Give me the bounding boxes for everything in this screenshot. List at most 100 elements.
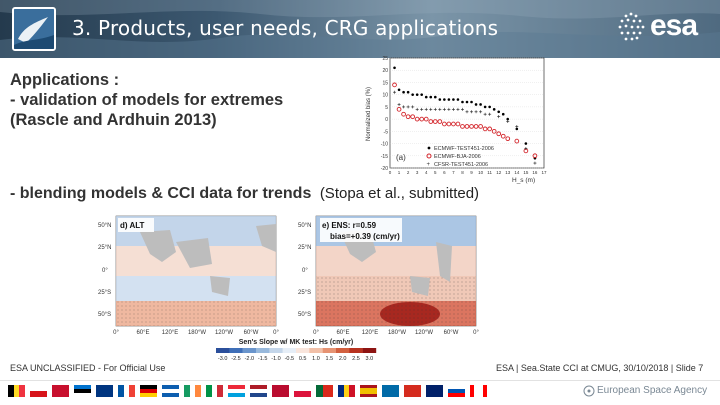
legend-item: ECMWF-TEST451-2006 xyxy=(434,146,494,152)
data-point xyxy=(411,93,414,96)
lon-label: 120°E xyxy=(162,330,178,336)
data-point xyxy=(393,90,397,94)
lon-labels: 0° 60°E 120°E 180°W 120°W 60°W 0° 0° 60°… xyxy=(113,330,479,336)
flag-icon xyxy=(206,385,224,397)
y-tick-label: -20 xyxy=(381,166,388,172)
colorbar-tick-label: 2.5 xyxy=(352,356,360,362)
colorbar-segment xyxy=(256,348,270,353)
x-tick-label: 12 xyxy=(496,170,502,175)
data-point xyxy=(506,117,510,121)
x-ticks: 0 1 2 3 4 5 6 7 8 9 10 11 12 13 14 15 16 17 xyxy=(389,170,547,175)
lon-label: 180°W xyxy=(388,330,406,336)
bias-scatter-chart: Normalized bias (%) H_s (m) (a) 25201510… xyxy=(366,56,547,184)
colorbar-tick-label: -0.5 xyxy=(285,356,294,362)
data-point xyxy=(442,121,447,127)
colorbar-segment xyxy=(362,348,377,353)
blending-text: - blending models & CCI data for trends xyxy=(10,185,312,202)
lon-label: 0° xyxy=(273,330,279,336)
data-point xyxy=(532,153,538,159)
y-tick-label: 5 xyxy=(385,105,388,111)
legend-item: CFSR-TEST451-2006 xyxy=(434,162,488,168)
colorbar-tick-label: -2.5 xyxy=(231,356,240,362)
x-tick-label: 2 xyxy=(407,170,410,175)
text-line: - validation of models for extremes xyxy=(10,91,284,109)
map-ensemble: e) ENS: r=0.59 bias=+0.39 (cm/yr) xyxy=(315,215,477,327)
lon-label: 0° xyxy=(313,330,319,336)
data-point xyxy=(492,108,496,111)
flag-icon xyxy=(360,385,377,397)
y-tick-label: 20 xyxy=(382,68,388,74)
significance-dots xyxy=(116,301,276,326)
x-tick-label: 6 xyxy=(443,170,446,175)
data-point xyxy=(432,119,438,124)
data-point xyxy=(460,107,464,111)
data-point xyxy=(396,106,402,112)
landmass xyxy=(210,276,230,296)
x-tick-label: 17 xyxy=(541,170,547,175)
x-tick-label: 7 xyxy=(452,170,455,175)
data-point xyxy=(497,110,501,114)
flag-icon xyxy=(8,385,26,397)
data-point xyxy=(496,131,502,137)
flag-icon xyxy=(96,385,113,397)
data-point xyxy=(429,95,433,99)
lon-label: 120°W xyxy=(415,330,433,336)
data-point xyxy=(487,126,492,132)
data-point xyxy=(420,93,424,96)
lon-label: 60°E xyxy=(136,330,149,336)
text-line: (Rascle and Ardhuin 2013) xyxy=(10,111,217,129)
data-point xyxy=(524,146,528,150)
flag-icon xyxy=(30,385,47,397)
data-point xyxy=(406,90,410,94)
data-point xyxy=(414,116,420,122)
flag-icon xyxy=(184,385,202,397)
flag-icon xyxy=(470,385,487,397)
flag-icon xyxy=(118,385,136,397)
x-tick-label: 3 xyxy=(416,170,419,175)
data-point xyxy=(442,107,446,111)
data-point xyxy=(415,93,419,96)
lon-label: 60°E xyxy=(336,330,349,336)
map-title-box xyxy=(118,218,154,232)
data-point xyxy=(506,120,510,124)
member-state-flags xyxy=(8,385,487,397)
lon-label: 0° xyxy=(113,330,119,336)
applications-text: Applications : - validation of models fo… xyxy=(10,70,283,130)
data-point xyxy=(402,90,405,94)
lon-label: 60°W xyxy=(244,330,259,336)
lat-label: 0° xyxy=(302,268,308,274)
data-point xyxy=(433,107,437,111)
flag-icon xyxy=(404,385,421,397)
data-point xyxy=(470,110,474,114)
map-region xyxy=(316,246,476,276)
data-points xyxy=(392,66,538,165)
colorbar-tick-label: -1.5 xyxy=(258,356,267,362)
data-point xyxy=(488,105,491,109)
y-axis-label: Normalized bias (%) xyxy=(366,87,372,141)
data-point xyxy=(410,114,415,120)
flag-icon xyxy=(162,385,179,397)
map-title: d) ALT xyxy=(120,221,145,230)
data-point xyxy=(405,114,411,120)
x-tick-label: 10 xyxy=(478,170,484,175)
data-point xyxy=(451,107,455,111)
lat-label: 25°S xyxy=(98,290,111,296)
lon-label: 180°W xyxy=(188,330,206,336)
map-title: e) ENS: r=0.59 xyxy=(322,221,377,230)
x-tick-label: 5 xyxy=(434,170,437,175)
x-tick-label: 14 xyxy=(514,170,520,175)
data-point xyxy=(501,112,505,116)
wave-background xyxy=(0,0,720,58)
colorbar-tick-label: 1.5 xyxy=(326,356,334,362)
data-point xyxy=(515,127,519,131)
data-point xyxy=(455,121,461,127)
data-point xyxy=(424,95,428,99)
data-point xyxy=(483,105,487,109)
colorbar-segment xyxy=(269,348,283,353)
flag-icon xyxy=(52,385,69,397)
flag-icon xyxy=(426,385,443,397)
trend-maps: d) ALT e) ENS: r=0.59 bias=+0.39 (cm/yr)… xyxy=(98,215,479,362)
flag-icon xyxy=(448,385,465,397)
data-point xyxy=(469,124,474,129)
data-point xyxy=(443,98,446,101)
